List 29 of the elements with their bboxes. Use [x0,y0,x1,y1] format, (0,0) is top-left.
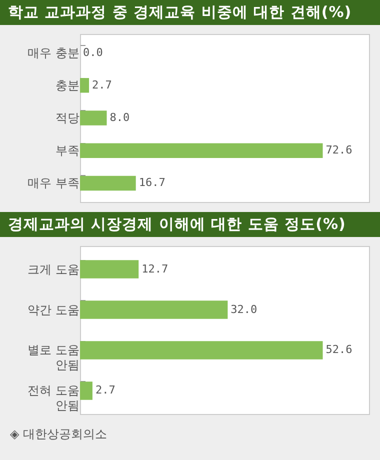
data-label: 8.0 [110,111,130,124]
data-label: 2.7 [95,384,116,397]
bar [80,341,323,360]
data-label: 32.0 [230,302,258,316]
y-tick-label: 매우 부족 [28,176,80,190]
data-label: 2.7 [92,78,112,92]
bar [80,176,136,191]
text: ◈ 대한상공회의소 [9,426,108,443]
y-tick-label: 크게 도움 [28,262,80,276]
y-tick-label: 별로 도움 안됨 [28,343,80,372]
y-tick-label: 전혀 도움 안됨 [28,384,80,413]
bar [80,382,92,400]
data-label: 52.6 [326,343,352,356]
y-tick-label: 적당 [56,111,80,125]
chart-title: 경제교과의 시장경제 이해에 대한 도움 정도(%) [0,212,380,237]
y-tick-label: 약간 도움 [28,302,80,317]
bar [80,110,107,126]
data-label: 72.6 [326,144,352,157]
bar [80,300,228,319]
bar [80,143,323,158]
y-tick-label: 부족 [56,144,80,158]
data-label: 12.7 [142,262,168,276]
y-tick-label: 충분 [56,78,80,92]
data-label: 16.7 [138,176,166,190]
chart-title: 학교 교과과정 중 경제교육 비중에 대한 견해(%) [0,0,380,25]
y-tick-label: 매우 충분 [28,46,80,60]
bar [80,78,90,93]
bar [80,260,139,278]
data-label: 0.0 [83,46,103,59]
